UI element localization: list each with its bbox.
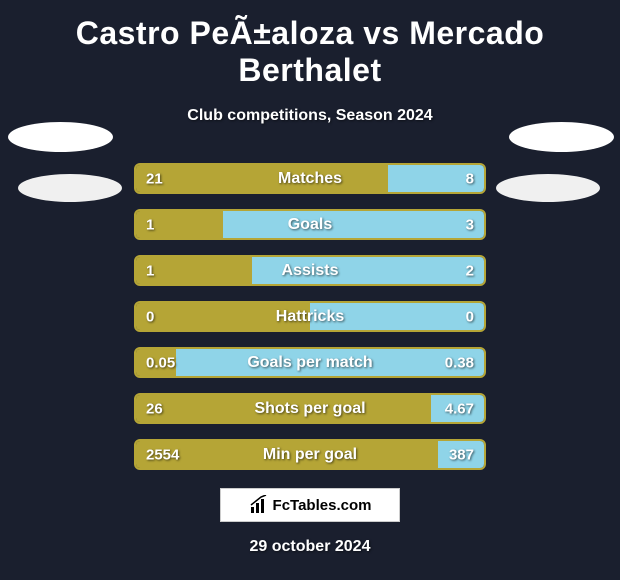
stat-value-right: 3 [466, 216, 474, 233]
chart-icon [249, 495, 269, 515]
stat-value-left: 26 [146, 400, 163, 417]
stat-value-left: 0.05 [146, 354, 175, 371]
stat-row: Goals per match 0.05 0.38 [134, 347, 486, 378]
stat-bar-right [223, 211, 484, 238]
stat-value-left: 0 [146, 308, 154, 325]
stat-label: Shots per goal [254, 400, 365, 418]
stat-value-left: 2554 [146, 446, 179, 463]
player-left-logo-1 [8, 122, 113, 152]
stat-label: Goals per match [247, 354, 372, 372]
stats-container: Matches 21 8 Goals 1 3 Assists 1 2 Hattricks 0 0 Goa… [0, 163, 620, 470]
stat-bar-left [136, 165, 388, 192]
player-right-logo-2 [496, 174, 600, 202]
stat-row: Min per goal 2554 387 [134, 439, 486, 470]
player-left-logo-2 [18, 174, 122, 202]
stat-value-right: 8 [466, 170, 474, 187]
stat-value-right: 387 [449, 446, 474, 463]
stat-label: Assists [282, 262, 339, 280]
stat-label: Hattricks [276, 308, 344, 326]
stat-row: Assists 1 2 [134, 255, 486, 286]
stat-value-right: 0 [466, 308, 474, 325]
stat-label: Min per goal [263, 446, 357, 464]
stat-value-right: 0.38 [445, 354, 474, 371]
attribution-text: FcTables.com [273, 497, 372, 514]
stat-value-left: 1 [146, 216, 154, 233]
stat-value-right: 4.67 [445, 400, 474, 417]
page-title: Castro PeÃ±aloza vs Mercado Berthalet [0, 15, 620, 89]
attribution-box: FcTables.com [220, 488, 400, 522]
subtitle: Club competitions, Season 2024 [0, 107, 620, 125]
stat-row: Goals 1 3 [134, 209, 486, 240]
player-right-logo-1 [509, 122, 614, 152]
stat-value-right: 2 [466, 262, 474, 279]
stat-row: Hattricks 0 0 [134, 301, 486, 332]
stat-row: Shots per goal 26 4.67 [134, 393, 486, 424]
stat-label: Matches [278, 170, 342, 188]
stat-label: Goals [288, 216, 332, 234]
date-text: 29 october 2024 [0, 538, 620, 556]
stat-row: Matches 21 8 [134, 163, 486, 194]
stat-value-left: 1 [146, 262, 154, 279]
stat-value-left: 21 [146, 170, 163, 187]
